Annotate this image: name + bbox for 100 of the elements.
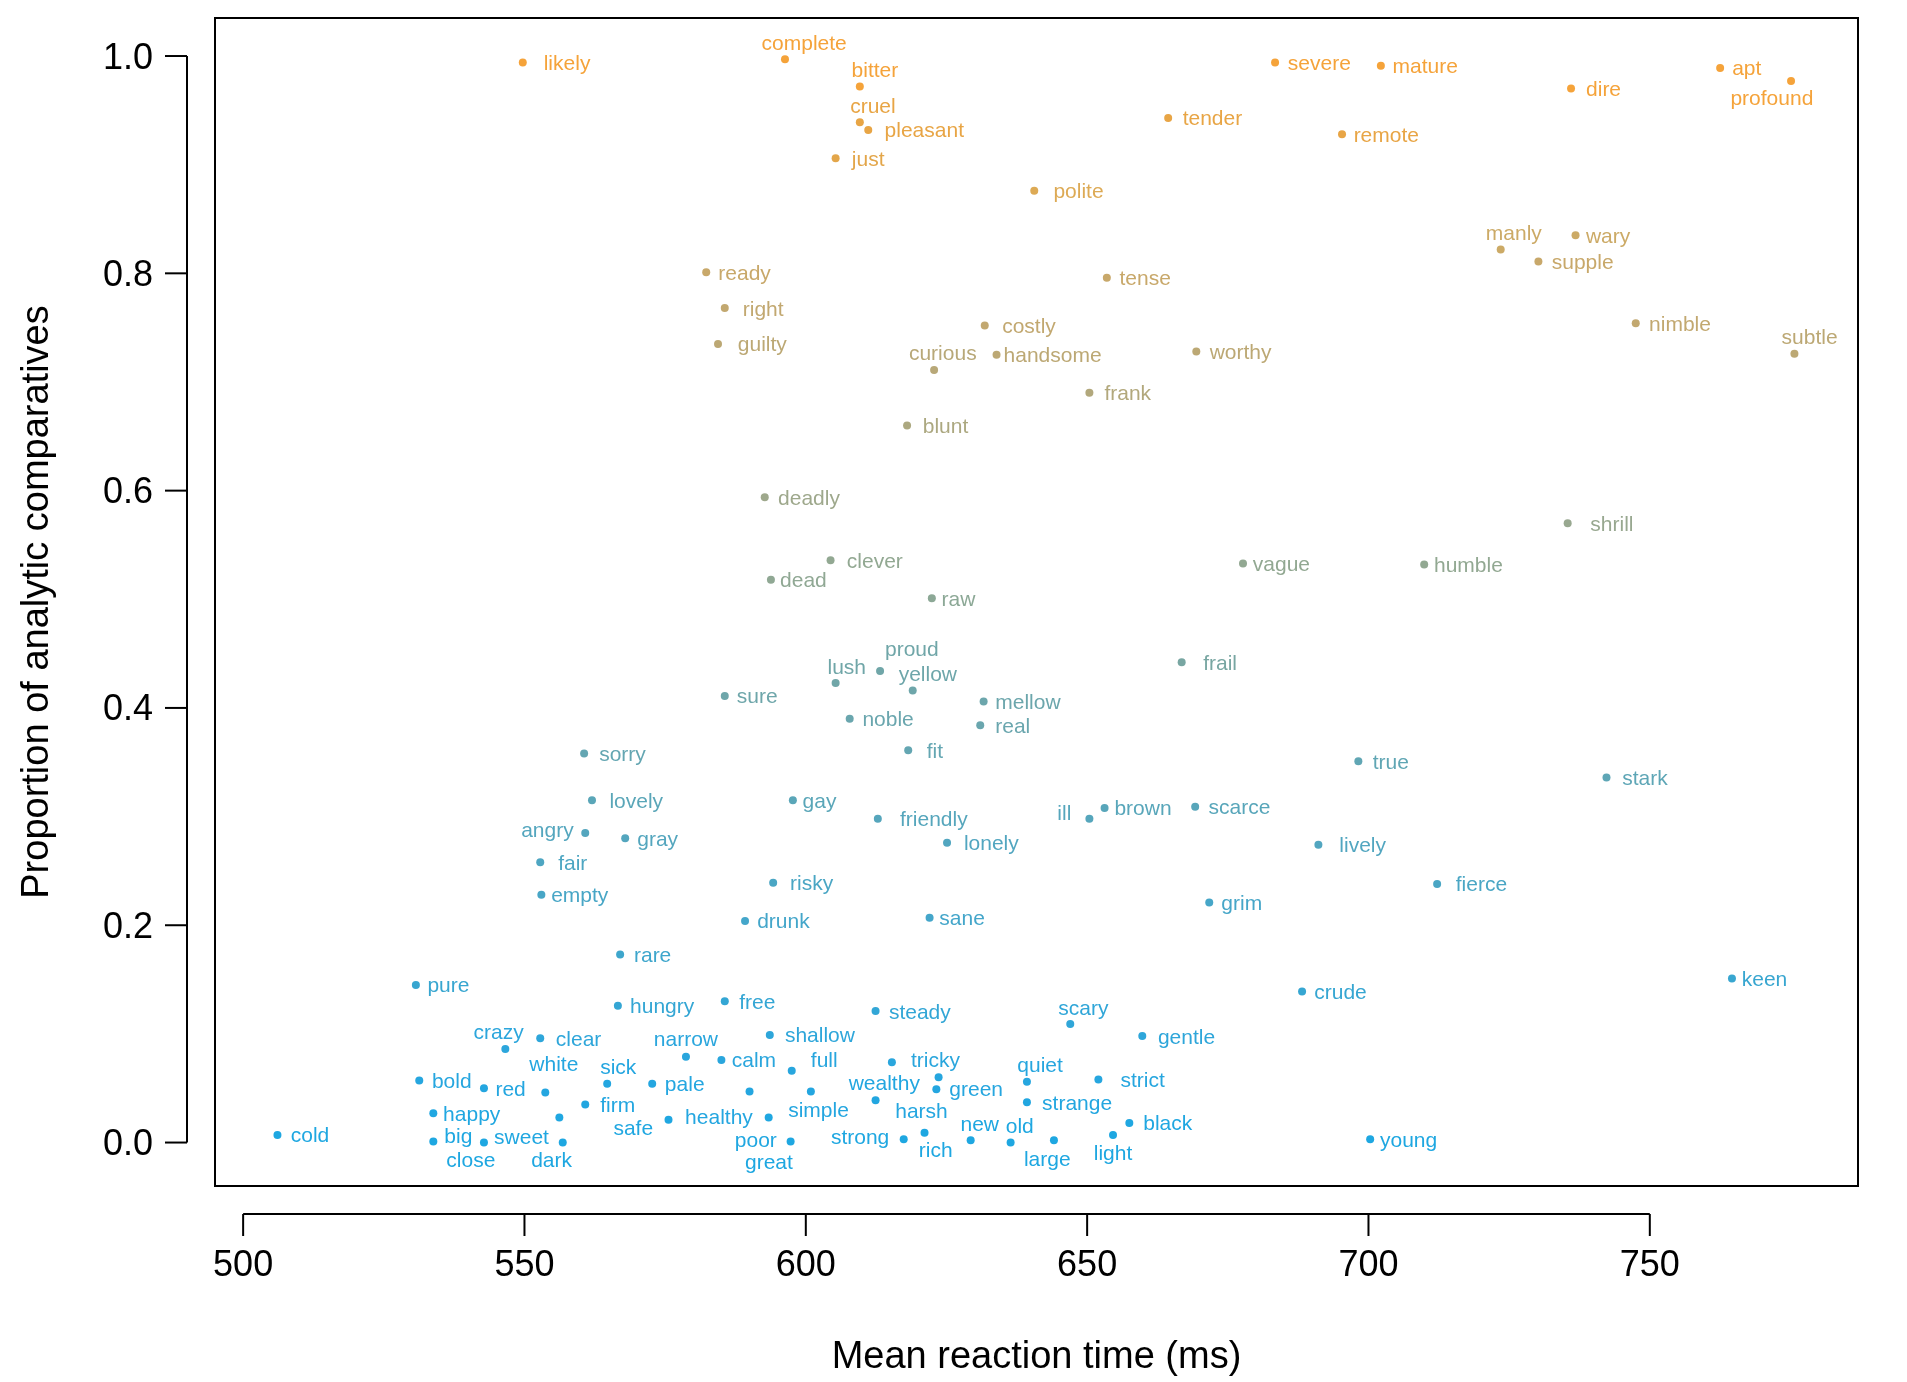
point <box>1376 61 1385 70</box>
point <box>1049 1136 1058 1145</box>
point <box>787 1066 796 1075</box>
data-label: full <box>810 1047 838 1071</box>
data-label: young <box>1379 1127 1438 1151</box>
point <box>1787 77 1796 86</box>
data-label: proud <box>884 637 939 661</box>
data-label: red <box>495 1076 526 1100</box>
point <box>1102 273 1111 282</box>
data-label: gentle <box>1157 1024 1216 1048</box>
data-label: safe <box>613 1116 654 1140</box>
data-label: cruel <box>850 93 896 117</box>
data-label: ready <box>718 260 772 284</box>
point <box>580 749 589 758</box>
y-tick-label: 1.0 <box>102 35 153 77</box>
point <box>558 1138 567 1147</box>
point <box>1571 231 1580 240</box>
data-label: likely <box>543 51 591 75</box>
y-tick-label: 0.6 <box>102 470 153 512</box>
point <box>745 1087 754 1096</box>
point <box>741 916 750 925</box>
data-label: harsh <box>895 1099 948 1123</box>
data-label: calm <box>731 1048 777 1072</box>
point <box>765 1030 774 1039</box>
point <box>1094 1075 1103 1084</box>
data-label: cold <box>290 1123 330 1147</box>
point <box>831 678 840 687</box>
x-tick-label: 500 <box>213 1243 274 1284</box>
data-label: gray <box>637 826 679 850</box>
point <box>855 82 864 91</box>
data-label: fierce <box>1455 872 1508 896</box>
point <box>621 834 630 843</box>
point <box>904 746 913 755</box>
data-label: steady <box>888 999 952 1023</box>
data-label: yellow <box>898 662 958 686</box>
point <box>876 666 885 675</box>
data-label: stark <box>1622 765 1669 789</box>
point <box>903 421 912 430</box>
data-label: supple <box>1551 249 1614 273</box>
point <box>786 1137 795 1146</box>
point <box>871 1007 880 1016</box>
point <box>908 686 917 695</box>
x-axis-title: Mean reaction time (ms) <box>831 1334 1242 1376</box>
point <box>1085 814 1094 823</box>
point <box>429 1109 438 1118</box>
data-label: rare <box>633 943 672 967</box>
point <box>648 1079 657 1088</box>
point <box>1567 84 1576 93</box>
point <box>979 697 988 706</box>
data-label: fair <box>558 850 588 874</box>
data-label: sane <box>939 906 985 930</box>
data-label: wealthy <box>847 1070 921 1094</box>
point <box>273 1130 282 1139</box>
data-label: clever <box>846 548 903 572</box>
data-label: sick <box>600 1055 637 1079</box>
y-tick-label: 0.2 <box>102 904 153 946</box>
point <box>581 828 590 837</box>
data-label: humble <box>1434 553 1503 577</box>
point <box>541 1088 550 1097</box>
point <box>702 268 711 277</box>
data-label: strict <box>1120 1068 1165 1092</box>
data-label: pale <box>664 1072 705 1096</box>
data-label: wary <box>1584 223 1631 247</box>
data-label: dark <box>531 1147 573 1171</box>
point <box>1164 113 1173 122</box>
point <box>720 691 729 700</box>
point <box>429 1137 438 1146</box>
data-label: ill <box>1057 801 1072 825</box>
point <box>501 1045 510 1054</box>
data-label: old <box>1005 1114 1034 1138</box>
point <box>1030 186 1039 195</box>
data-label: risky <box>789 871 834 895</box>
y-tick-label: 0.0 <box>102 1122 153 1164</box>
data-label: costly <box>1002 313 1057 337</box>
data-label: scarce <box>1208 795 1271 819</box>
x-tick-label: 650 <box>1057 1243 1118 1284</box>
point <box>976 721 985 730</box>
data-label: pleasant <box>884 118 965 142</box>
data-label: real <box>995 713 1031 737</box>
y-tick-label: 0.4 <box>102 687 153 729</box>
point <box>717 1055 726 1064</box>
data-label: sure <box>736 684 778 708</box>
data-label: worthy <box>1208 340 1272 364</box>
point <box>769 878 778 887</box>
x-tick-label: 550 <box>494 1243 555 1284</box>
data-label: black <box>1143 1111 1193 1135</box>
data-label: true <box>1372 749 1409 773</box>
point <box>1138 1032 1147 1041</box>
data-label: manly <box>1485 220 1543 244</box>
point <box>1631 319 1640 328</box>
point <box>613 1001 622 1010</box>
point <box>1191 802 1200 811</box>
point <box>760 493 769 502</box>
point <box>980 321 989 330</box>
point <box>831 154 840 163</box>
data-label: strange <box>1042 1090 1113 1114</box>
data-label: noble <box>862 707 914 731</box>
data-label: great <box>744 1149 794 1173</box>
data-label: subtle <box>1781 325 1838 349</box>
point <box>1314 840 1323 849</box>
